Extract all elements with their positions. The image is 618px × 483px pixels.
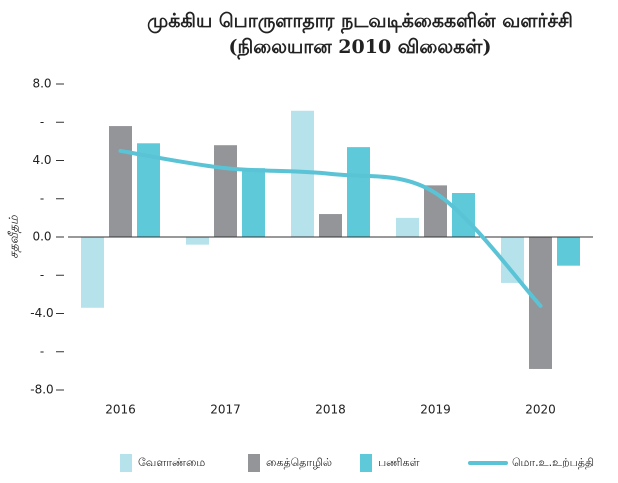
bar	[557, 237, 580, 266]
legend-label: பணிகள்	[378, 456, 420, 469]
x-tick-label: 2020	[525, 403, 556, 417]
x-tick-label: 2018	[315, 403, 346, 417]
y-tick-label: -4.0	[30, 306, 53, 320]
x-tick-label: 2019	[420, 403, 451, 417]
x-tick-label: 2017	[210, 403, 241, 417]
y-tick-label: -	[40, 268, 44, 282]
y-axis-label: சதவீதம்	[7, 215, 22, 259]
chart-subtitle: (நிலையான 2010 விலைகள்)	[229, 36, 492, 60]
legend-label: வேளாண்மை	[138, 456, 205, 469]
x-tick-label: 2016	[105, 403, 136, 417]
bar	[319, 214, 342, 237]
y-tick-label: -	[40, 191, 44, 205]
bar	[396, 217, 419, 237]
y-tick-label: 0.0	[32, 230, 51, 244]
bar	[347, 147, 370, 237]
legend-swatch	[120, 454, 132, 472]
y-tick-label: -8.0	[30, 383, 53, 397]
y-tick-label: 4.0	[32, 153, 51, 167]
legend-label: மொ.உ.உற்பத்தி	[512, 456, 594, 469]
bar	[242, 168, 265, 237]
bar	[214, 145, 237, 237]
bar	[81, 237, 104, 308]
line	[118, 148, 543, 308]
bar	[291, 110, 314, 237]
bar	[109, 126, 132, 237]
bar	[137, 143, 160, 237]
y-tick-label: 8.0	[32, 77, 51, 91]
chart-title: முக்கிய பொருளாதார நடவடிக்கைகளின் வளர்ச்ச…	[147, 10, 573, 34]
legend-label: கைத்தொழில்	[266, 456, 332, 469]
legend-swatch	[248, 454, 260, 472]
y-tick-label: -	[40, 115, 44, 129]
legend-swatch	[360, 454, 372, 472]
bar	[186, 237, 209, 245]
y-tick-label: -	[40, 344, 44, 358]
bar	[501, 237, 524, 283]
